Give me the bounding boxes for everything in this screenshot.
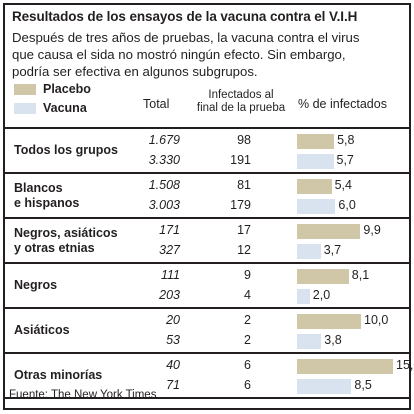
- group-block: Blancos e hispanos 1.508 81 5,4 3.003 179 6,0: [5, 174, 409, 222]
- total-value: 111: [160, 268, 180, 282]
- subtitle-line-2: que causa el sida no mostró ningún efect…: [12, 47, 346, 62]
- total-value: 171: [159, 223, 180, 237]
- bar-vacuna: [297, 244, 321, 259]
- infected-value: 12: [237, 243, 251, 257]
- group-separator: [5, 262, 409, 264]
- legend-label-placebo: Placebo: [43, 82, 91, 96]
- total-value: 71: [166, 378, 180, 392]
- group-label: Asiáticos: [14, 323, 70, 337]
- group-block: Todos los grupos 1.679 98 5,8 3.330 191 5,7: [5, 129, 409, 177]
- percent-label: 9,9: [363, 223, 381, 237]
- infected-value: 17: [237, 223, 251, 237]
- infected-value: 98: [237, 133, 251, 147]
- chart-title: Resultados de los ensayos de la vacuna c…: [12, 9, 358, 24]
- bar-vacuna: [297, 289, 310, 304]
- table-header: Placebo Vacuna Total Infectados al final…: [5, 77, 409, 127]
- percent-label: 5,8: [337, 133, 355, 147]
- infected-value: 191: [230, 153, 251, 167]
- total-value: 53: [166, 333, 180, 347]
- percent-label: 5,4: [334, 178, 352, 192]
- group-block: Otras minorías 40 6 15,0 71 6 8,5: [5, 354, 414, 402]
- percent-label: 8,5: [354, 378, 372, 392]
- total-value: 327: [159, 243, 180, 257]
- group-separator: [5, 397, 409, 399]
- group-separator: [5, 352, 409, 354]
- bar-placebo: [297, 314, 361, 329]
- bar-vacuna: [297, 199, 336, 214]
- subtitle-line-3: podría ser efectiva en algunos subgrupos…: [12, 64, 258, 79]
- group-label: Negros: [14, 278, 58, 292]
- infected-value: 6: [244, 358, 251, 372]
- infected-value: 6: [244, 378, 251, 392]
- column-header-total: Total: [143, 97, 170, 111]
- percent-label: 8,1: [351, 268, 370, 282]
- group-block: Asiáticos 20 2 10,0 53 2 3,8: [5, 309, 409, 357]
- percent-label: 3,7: [323, 243, 342, 257]
- group-label: Otras minorías: [14, 368, 103, 382]
- column-header-infected-line-1: Infectados al: [208, 89, 274, 101]
- chart-frame: Resultados de los ensayos de la vacuna c…: [3, 3, 414, 410]
- group-label: Todos los grupos: [14, 143, 118, 157]
- percent-label: 15,0: [396, 358, 414, 372]
- percent-label: 6,0: [338, 198, 356, 212]
- bar-vacuna: [297, 334, 322, 349]
- bar-placebo: [297, 359, 393, 374]
- group-label: y otras etnias: [14, 241, 95, 255]
- total-value: 1.679: [148, 133, 180, 147]
- legend-label-vacuna: Vacuna: [43, 101, 87, 115]
- total-value: 1.508: [148, 178, 180, 192]
- infected-value: 9: [244, 268, 251, 282]
- column-header-percent: % de infectados: [298, 97, 387, 111]
- percent-label: 10,0: [364, 313, 389, 327]
- group-block: Negros 111 9 8,1 203 4 2,0: [5, 264, 409, 312]
- subtitle-line-1: Después de tres años de pruebas, la vacu…: [12, 30, 360, 45]
- bar-placebo: [297, 134, 335, 149]
- bar-placebo: [297, 224, 361, 239]
- group-separator: [5, 307, 409, 309]
- total-value: 3.003: [148, 198, 180, 212]
- group-separator: [5, 172, 409, 174]
- percent-label: 5,7: [336, 153, 354, 167]
- percent-label: 2,0: [312, 288, 331, 302]
- group-separator: [5, 217, 409, 219]
- bar-placebo: [297, 179, 332, 194]
- total-value: 20: [166, 313, 180, 327]
- group-separator: [5, 127, 409, 129]
- percent-label: 3,8: [324, 333, 342, 347]
- infected-value: 81: [237, 178, 251, 192]
- bar-placebo: [297, 269, 349, 284]
- total-value: 3.330: [148, 153, 180, 167]
- group-label: e hispanos: [14, 196, 80, 210]
- source-note: Fuente: The New York Times: [9, 389, 157, 401]
- infected-value: 4: [244, 288, 251, 302]
- legend-swatch-placebo: [14, 84, 36, 95]
- infected-value: 179: [230, 198, 251, 212]
- group-label: Blancos: [14, 181, 63, 195]
- infected-value: 2: [244, 333, 251, 347]
- total-value: 203: [159, 288, 180, 302]
- column-header-infected-line-2: final de la prueba: [196, 102, 286, 114]
- legend-swatch-vacuna: [14, 103, 36, 114]
- group-label: Negros, asiáticos: [14, 226, 118, 240]
- bar-vacuna: [297, 154, 334, 169]
- group-block: Negros, asiáticos y otras etnias 171 17 9,9 3…: [5, 219, 409, 267]
- infected-value: 2: [244, 313, 251, 327]
- total-value: 40: [166, 358, 180, 372]
- bar-vacuna: [297, 379, 352, 394]
